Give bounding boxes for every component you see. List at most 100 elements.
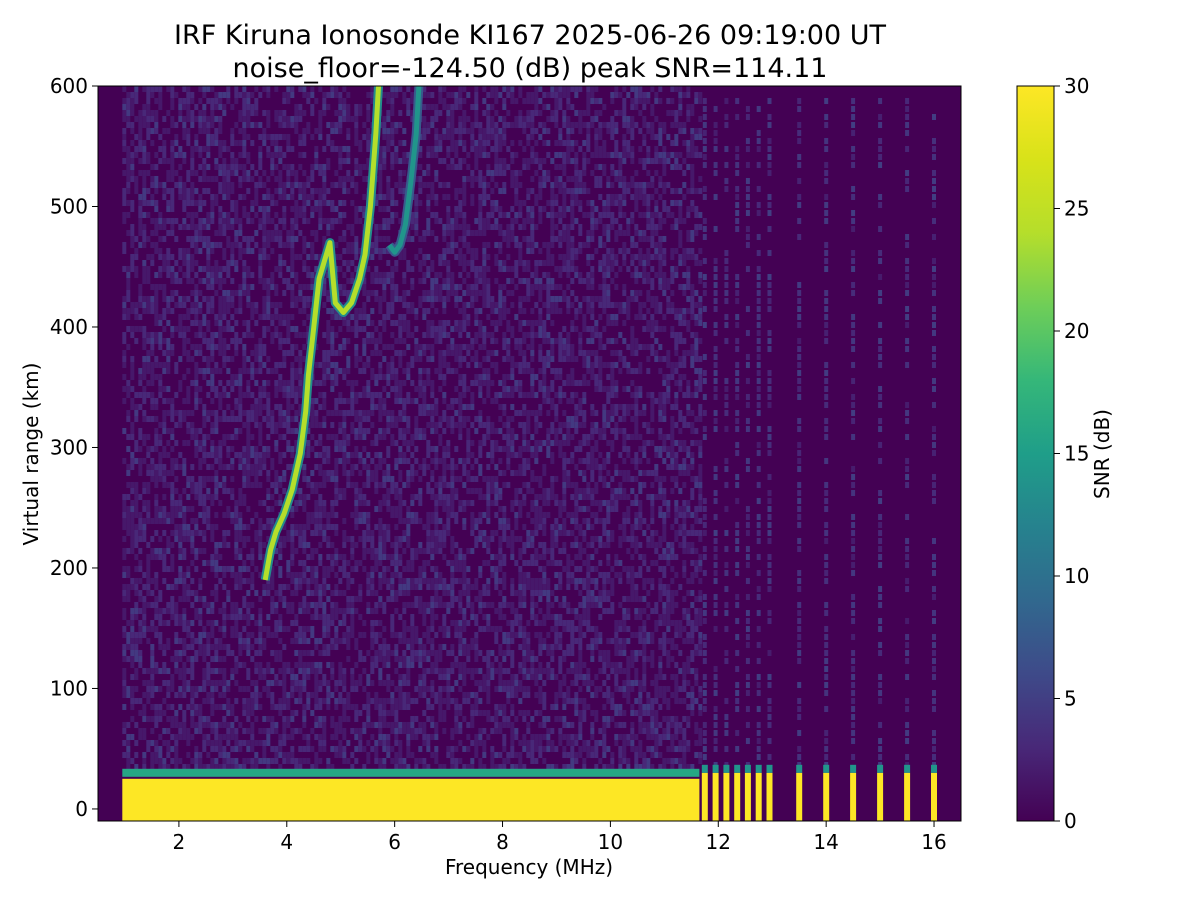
noise-cell	[426, 194, 431, 200]
noise-cell	[186, 410, 191, 416]
noise-cell	[218, 644, 223, 650]
noise-cell	[378, 458, 383, 464]
noise-cell	[174, 392, 179, 398]
noise-cell	[198, 230, 203, 236]
noise-cell	[142, 416, 147, 422]
noise-cell	[406, 728, 411, 734]
noise-cell	[386, 656, 391, 662]
noise-cell	[170, 458, 175, 464]
noise-cell	[274, 488, 279, 494]
noise-cell	[138, 170, 143, 176]
noise-cell	[306, 302, 311, 308]
noise-cell	[418, 680, 423, 686]
noise-cell	[362, 326, 367, 332]
noise-cell	[218, 122, 223, 128]
noise-cell	[166, 620, 171, 626]
noise-cell	[186, 398, 191, 404]
noise-cell	[334, 548, 339, 554]
noise-cell	[202, 434, 207, 440]
noise-cell	[206, 644, 211, 650]
noise-cell	[358, 428, 363, 434]
noise-cell	[186, 524, 191, 530]
noise-cell	[222, 266, 227, 272]
noise-cell	[158, 158, 163, 164]
noise-cell	[282, 680, 287, 686]
noise-cell	[374, 692, 379, 698]
noise-cell	[186, 260, 191, 266]
noise-cell	[322, 194, 327, 200]
noise-cell	[226, 266, 231, 272]
noise-cell	[410, 398, 415, 404]
noise-cell	[414, 326, 419, 332]
noise-cell	[222, 440, 227, 446]
noise-cell	[146, 506, 151, 512]
noise-cell	[218, 146, 223, 152]
noise-cell	[406, 236, 411, 242]
noise-cell	[294, 662, 299, 668]
noise-cell	[226, 644, 231, 650]
noise-cell	[130, 686, 135, 692]
noise-cell	[206, 224, 211, 230]
noise-cell	[238, 488, 243, 494]
noise-cell	[386, 554, 391, 560]
noise-cell	[390, 104, 395, 110]
noise-cell	[406, 524, 411, 530]
noise-cell	[210, 374, 215, 380]
noise-cell	[242, 128, 247, 134]
noise-cell	[154, 416, 159, 422]
noise-cell	[222, 338, 227, 344]
noise-cell	[210, 140, 215, 146]
noise-cell	[134, 608, 139, 614]
noise-cell	[138, 524, 143, 530]
noise-cell	[298, 500, 303, 506]
noise-cell	[198, 224, 203, 230]
noise-cell	[302, 128, 307, 134]
noise-cell	[270, 758, 275, 764]
noise-cell	[334, 182, 339, 188]
noise-cell	[126, 734, 131, 740]
noise-cell	[350, 602, 355, 608]
noise-cell	[306, 476, 311, 482]
noise-cell	[294, 392, 299, 398]
noise-cell	[206, 140, 211, 146]
noise-cell	[194, 398, 199, 404]
noise-cell	[226, 488, 231, 494]
noise-cell	[406, 362, 411, 368]
noise-cell	[138, 158, 143, 164]
noise-cell	[242, 176, 247, 182]
noise-cell	[246, 416, 251, 422]
noise-cell	[354, 170, 359, 176]
noise-cell	[350, 326, 355, 332]
noise-cell	[230, 416, 235, 422]
noise-cell	[298, 188, 303, 194]
noise-cell	[402, 92, 407, 98]
noise-cell	[222, 668, 227, 674]
noise-cell	[378, 416, 383, 422]
noise-cell	[278, 656, 283, 662]
noise-cell	[322, 500, 327, 506]
noise-cell	[194, 242, 199, 248]
noise-cell	[434, 524, 439, 530]
noise-cell	[166, 110, 171, 116]
noise-cell	[262, 182, 267, 188]
noise-cell	[278, 182, 283, 188]
noise-cell	[326, 512, 331, 518]
noise-cell	[342, 758, 347, 764]
noise-cell	[174, 758, 179, 764]
noise-cell	[366, 134, 371, 140]
noise-cell	[366, 608, 371, 614]
noise-cell	[174, 536, 179, 542]
noise-cell	[338, 398, 343, 404]
noise-cell	[270, 416, 275, 422]
noise-cell	[430, 470, 435, 476]
noise-cell	[338, 662, 343, 668]
noise-cell	[254, 446, 259, 452]
noise-cell	[338, 212, 343, 218]
noise-cell	[410, 356, 415, 362]
noise-cell	[146, 152, 151, 158]
noise-cell	[122, 500, 127, 506]
noise-cell	[314, 500, 319, 506]
noise-cell	[298, 104, 303, 110]
noise-cell	[346, 170, 351, 176]
noise-cell	[342, 146, 347, 152]
